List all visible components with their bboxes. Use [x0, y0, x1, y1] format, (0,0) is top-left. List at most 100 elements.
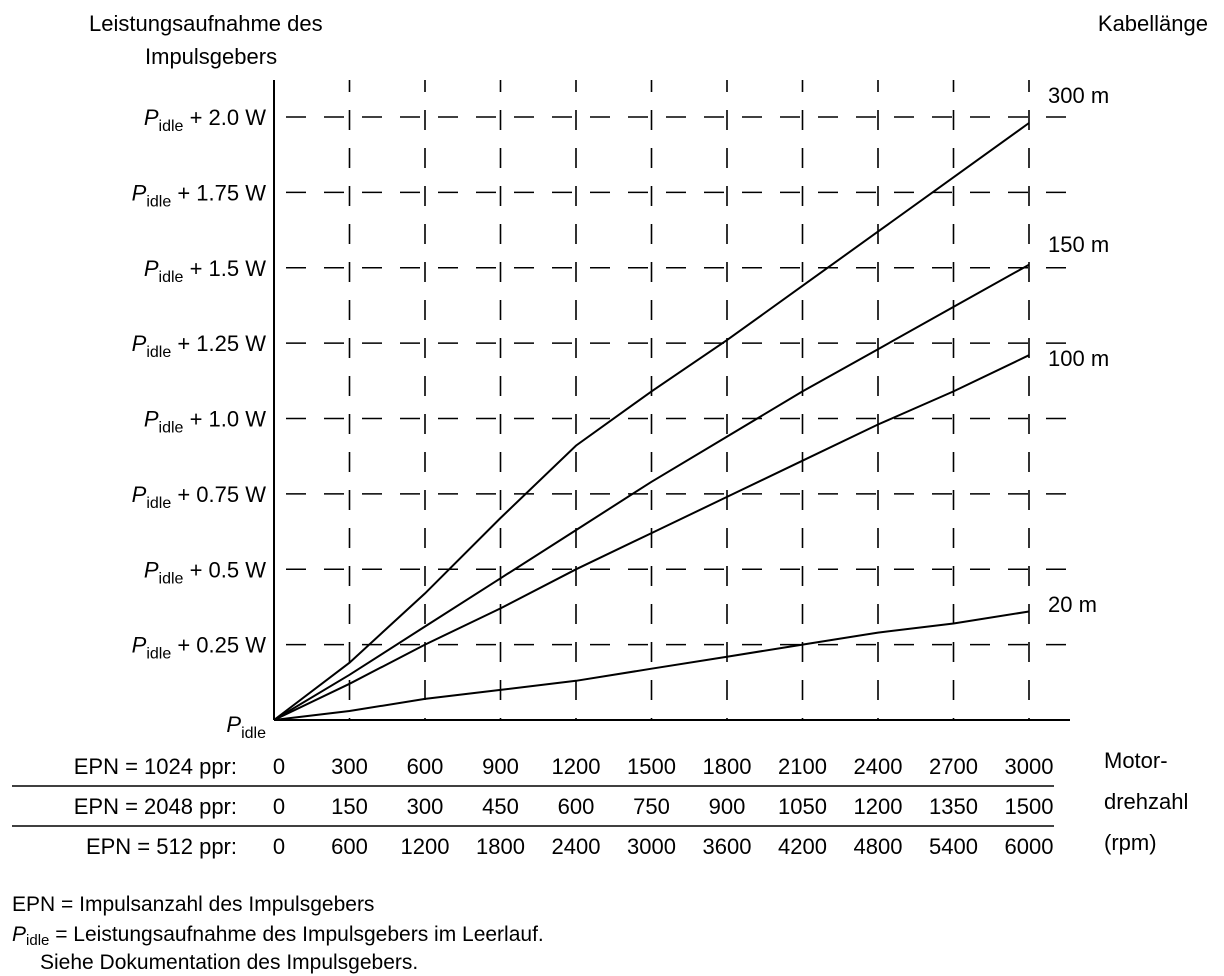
series-label-1: 150 m [1048, 232, 1109, 257]
y-tick-subscript: idle [146, 495, 171, 512]
x-row-1-value-4: 600 [558, 794, 595, 819]
y-axis-title-line-2: Impulsgebers [145, 44, 277, 69]
y-tick-symbol: P [132, 482, 147, 507]
y-tick-symbol: P [144, 105, 159, 130]
y-tick-label-0: Pidle [226, 712, 266, 742]
y-axis-title-line-1: Leistungsaufnahme des [89, 11, 323, 36]
x-row-2-value-7: 4200 [778, 834, 827, 859]
footnote-see-docs: Siehe Dokumentation des Impulsgebers. [40, 951, 418, 975]
series-line-3 [273, 610, 1030, 721]
x-row-1-value-5: 750 [633, 794, 670, 819]
footnote-pidle-subscript: idle [26, 932, 50, 949]
x-axis-title-line-2: drehzahl [1104, 789, 1188, 814]
y-tick-label-5: Pidle + 1.25 W [132, 331, 267, 361]
footnote-epn: EPN = Impulsanzahl des Impulsgebers [12, 893, 374, 917]
y-tick-value: + 1.25 W [171, 331, 266, 356]
footnote-see-docs-text: Siehe Dokumentation des Impulsgebers. [40, 951, 419, 974]
x-row-1-value-2: 300 [407, 794, 444, 819]
x-row-2-value-10: 6000 [1005, 834, 1054, 859]
x-axis-table: EPN = 1024 ppr: 0 300 600 900 1200 1500 1800 210… [74, 754, 1054, 859]
x-axis-title-line-3: (rpm) [1104, 830, 1157, 855]
y-tick-label-4: Pidle + 1.0 W [144, 407, 266, 437]
axes [273, 80, 1070, 721]
x-row-1-value-10: 1500 [1005, 794, 1054, 819]
y-tick-subscript: idle [159, 269, 184, 286]
y-tick-label-7: Pidle + 1.75 W [132, 180, 267, 210]
y-tick-symbol: P [144, 557, 159, 582]
x-row-1-value-8: 1200 [854, 794, 903, 819]
y-tick-label-1: Pidle + 0.25 W [132, 633, 267, 663]
y-tick-symbol: P [132, 180, 147, 205]
y-tick-label-3: Pidle + 0.75 W [132, 482, 267, 512]
x-row-2-value-1: 600 [331, 834, 368, 859]
x-row-label-1: EPN = 2048 ppr: [74, 794, 237, 819]
y-tick-subscript: idle [241, 725, 266, 742]
y-tick-subscript: idle [146, 193, 171, 210]
series-label-2: 100 m [1048, 346, 1109, 371]
x-row-2-value-4: 2400 [552, 834, 601, 859]
x-row-1-value-6: 900 [709, 794, 746, 819]
x-row-1-value-3: 450 [482, 794, 519, 819]
y-tick-symbol: P [132, 633, 147, 658]
x-row-0-value-5: 1500 [627, 754, 676, 779]
footnote-pidle-symbol: P [12, 923, 27, 946]
series-lines [273, 122, 1030, 721]
y-tick-subscript: idle [146, 646, 171, 663]
x-row-0-value-0: 0 [273, 754, 285, 779]
footnote-pidle: Pidle = Leistungsaufnahme des Impulsgebe… [12, 923, 544, 949]
x-row-2-value-9: 5400 [929, 834, 978, 859]
x-row-0-value-10: 3000 [1005, 754, 1054, 779]
y-tick-symbol: P [226, 712, 241, 737]
series-label-3: 20 m [1048, 592, 1097, 617]
y-tick-subscript: idle [159, 570, 184, 587]
y-tick-symbol: P [144, 407, 159, 432]
y-tick-value: + 1.0 W [183, 407, 266, 432]
y-tick-value: + 0.25 W [171, 633, 266, 658]
footnote-pidle-text: = Leistungsaufnahme des Impulsgebers im … [49, 923, 544, 946]
y-tick-value: + 1.5 W [183, 256, 266, 281]
footnote-epn-text: EPN = Impulsanzahl des Impulsgebers [12, 893, 375, 916]
x-row-0-value-1: 300 [331, 754, 368, 779]
x-row-0-value-8: 2400 [854, 754, 903, 779]
x-row-2-value-2: 1200 [401, 834, 450, 859]
y-tick-value: + 0.5 W [183, 557, 266, 582]
y-tick-subscript: idle [146, 344, 171, 361]
grid [274, 80, 1070, 720]
y-tick-label-2: Pidle + 0.5 W [144, 557, 266, 587]
x-row-0-value-4: 1200 [552, 754, 601, 779]
x-row-0-value-7: 2100 [778, 754, 827, 779]
x-row-2-value-0: 0 [273, 834, 285, 859]
x-row-0-value-3: 900 [482, 754, 519, 779]
x-row-2-value-8: 4800 [854, 834, 903, 859]
y-tick-symbol: P [144, 256, 159, 281]
x-row-2-value-6: 3600 [703, 834, 752, 859]
y-tick-subscript: idle [159, 420, 184, 437]
y-tick-symbol: P [132, 331, 147, 356]
y-tick-subscript: idle [159, 118, 184, 135]
y-tick-label-8: Pidle + 2.0 W [144, 105, 266, 135]
x-row-1-value-0: 0 [273, 794, 285, 819]
x-row-0-value-9: 2700 [929, 754, 978, 779]
series-labels: 300 m 150 m 100 m 20 m [1048, 83, 1109, 617]
x-axis-title-line-1: Motor- [1104, 748, 1168, 773]
x-row-1-value-9: 1350 [929, 794, 978, 819]
y-tick-label-6: Pidle + 1.5 W [144, 256, 266, 286]
series-line-0 [273, 122, 1030, 721]
x-row-1-value-7: 1050 [778, 794, 827, 819]
x-row-1-value-1: 150 [331, 794, 368, 819]
x-row-label-2: EPN = 512 ppr: [86, 834, 237, 859]
x-row-label-0: EPN = 1024 ppr: [74, 754, 237, 779]
series-header: Kabellänge [1098, 11, 1208, 36]
x-row-2-value-3: 1800 [476, 834, 525, 859]
y-tick-value: + 1.75 W [171, 180, 266, 205]
x-row-2-value-5: 3000 [627, 834, 676, 859]
y-tick-value: + 2.0 W [183, 105, 266, 130]
y-tick-value: + 0.75 W [171, 482, 266, 507]
x-row-0-value-6: 1800 [703, 754, 752, 779]
series-line-1 [273, 263, 1030, 721]
series-line-2 [273, 354, 1030, 721]
series-label-0: 300 m [1048, 83, 1109, 108]
x-row-0-value-2: 600 [407, 754, 444, 779]
